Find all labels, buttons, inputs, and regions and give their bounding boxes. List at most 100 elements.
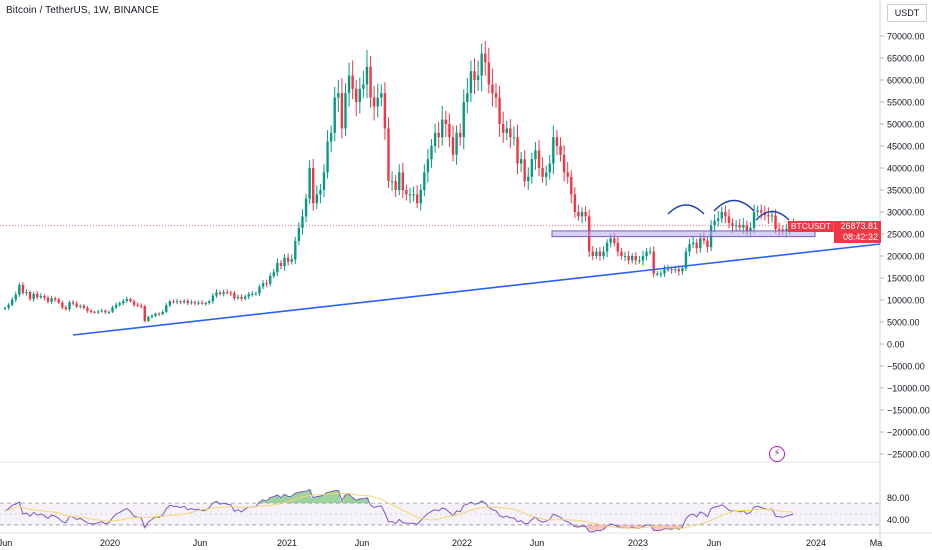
candle-body — [480, 53, 483, 76]
candle-body — [14, 294, 17, 300]
candle-body — [734, 225, 738, 227]
candle-body — [595, 251, 598, 256]
time-tick-label: 2024 — [806, 538, 826, 548]
candle-body — [695, 242, 698, 249]
candle-body — [240, 296, 243, 299]
time-tick-label: 2022 — [452, 538, 472, 548]
candle-body — [562, 154, 566, 173]
head-arc — [713, 199, 755, 212]
last-price-tag: 26873.81 08:42:32 — [834, 221, 881, 243]
price-tick-label: −15000.00 — [887, 406, 930, 416]
candle-body — [501, 124, 505, 133]
candle-body — [616, 242, 620, 252]
candle-body — [39, 296, 43, 298]
price-tick-label: 55000.00 — [887, 98, 925, 108]
candle-body — [390, 181, 394, 183]
currency-button[interactable]: USDT — [887, 4, 927, 22]
candle-body — [738, 225, 741, 228]
candle-body — [627, 256, 630, 261]
candle-body — [555, 137, 559, 146]
candle-body — [147, 317, 150, 322]
candle-body — [437, 132, 440, 138]
candle-body — [777, 229, 781, 231]
candle-body — [566, 172, 569, 177]
candle-body — [498, 97, 501, 124]
candle-body — [322, 172, 326, 190]
candle-body — [75, 303, 78, 307]
candle-body — [623, 256, 627, 257]
candle-body — [537, 150, 541, 168]
candle-body — [548, 163, 551, 173]
right-shoulder-arc — [755, 210, 790, 221]
symbol-tag: BTCUSDT — [787, 221, 834, 232]
price-tick-label: 30000.00 — [887, 208, 925, 218]
candle-body — [222, 292, 225, 294]
candle-body — [261, 283, 265, 287]
candle-body — [749, 227, 752, 231]
left-shoulder-arc — [667, 204, 705, 215]
candle-body — [466, 93, 469, 102]
support-zone — [551, 230, 816, 238]
candle-body — [699, 238, 702, 249]
candle-body — [415, 194, 419, 204]
candle-body — [484, 53, 487, 63]
candle-body — [688, 244, 691, 252]
candle-body — [183, 300, 186, 303]
candle-body — [691, 242, 695, 245]
candle-body — [527, 176, 530, 182]
candle-body — [79, 305, 82, 307]
candle-body — [631, 256, 634, 261]
candle-body — [236, 296, 240, 299]
candle-body — [279, 263, 283, 267]
candle-body — [455, 132, 458, 155]
candle-body — [580, 212, 584, 217]
candle-body — [71, 302, 75, 304]
bar-countdown: 08:42:32 — [842, 232, 878, 242]
candle-body — [516, 137, 519, 164]
candle-body — [419, 190, 422, 204]
candle-body — [774, 215, 777, 230]
time-tick-label: 2023 — [628, 538, 648, 548]
candle-body — [286, 257, 290, 262]
candle-body — [767, 215, 770, 217]
candle-body — [165, 305, 168, 312]
candle-body — [208, 301, 211, 304]
candle-body — [476, 75, 480, 80]
candle-body — [32, 293, 35, 300]
candle-body — [702, 238, 706, 241]
candle-body — [731, 223, 734, 227]
time-tick-label: Jun — [193, 538, 208, 548]
candle-body — [602, 251, 605, 256]
candle-body — [290, 259, 293, 262]
candle-body — [215, 292, 218, 296]
candle-body — [351, 75, 354, 89]
price-tick-label: 10000.00 — [887, 296, 925, 306]
lightning-icon[interactable]: ⚡ — [769, 446, 785, 462]
candle-body — [376, 97, 379, 107]
candle-body — [283, 257, 286, 267]
chart-title: Bitcoin / TetherUS, 1W, BINANCE — [6, 5, 159, 16]
candle-body — [681, 268, 684, 272]
price-tick-label: 60000.00 — [887, 76, 925, 86]
price-tick-label: 70000.00 — [887, 32, 925, 42]
candle-body — [505, 128, 508, 133]
candle-body — [7, 304, 10, 308]
time-tick-label: Ma — [870, 538, 883, 548]
candle-body — [519, 159, 523, 164]
candle-body — [491, 84, 494, 94]
candle-body — [200, 302, 204, 304]
candle-body — [226, 292, 229, 294]
candle-body — [333, 97, 336, 133]
price-tick-label: 35000.00 — [887, 186, 925, 196]
candle-body — [297, 227, 301, 242]
candle-body — [781, 229, 784, 231]
candle-body — [727, 216, 731, 223]
candle-body — [150, 315, 154, 318]
candle-body — [523, 159, 526, 182]
candle-body — [68, 302, 71, 310]
candle-body — [10, 299, 14, 305]
candle-body — [114, 304, 118, 308]
candle-body — [344, 93, 347, 129]
